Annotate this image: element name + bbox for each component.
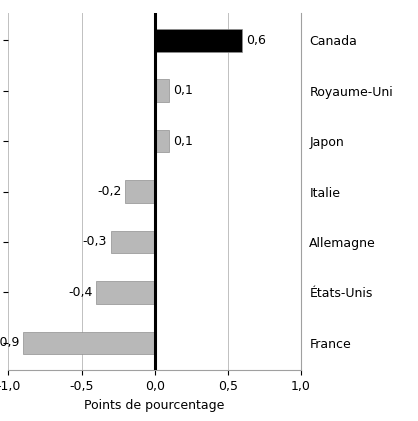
Bar [155, 79, 169, 102]
Bar [23, 331, 155, 354]
Text: 0,6: 0,6 [246, 34, 266, 47]
Bar [96, 281, 155, 304]
Bar [125, 180, 155, 203]
X-axis label: Points de pourcentage: Points de pourcentage [84, 399, 225, 412]
Text: 0,1: 0,1 [173, 84, 193, 97]
Bar [155, 29, 242, 52]
Text: -0,2: -0,2 [97, 185, 122, 198]
Text: -0,9: -0,9 [0, 336, 19, 349]
Bar [155, 130, 169, 152]
Text: -0,3: -0,3 [83, 235, 107, 248]
Bar [111, 231, 155, 253]
Text: -0,4: -0,4 [68, 286, 92, 299]
Text: 0,1: 0,1 [173, 135, 193, 148]
